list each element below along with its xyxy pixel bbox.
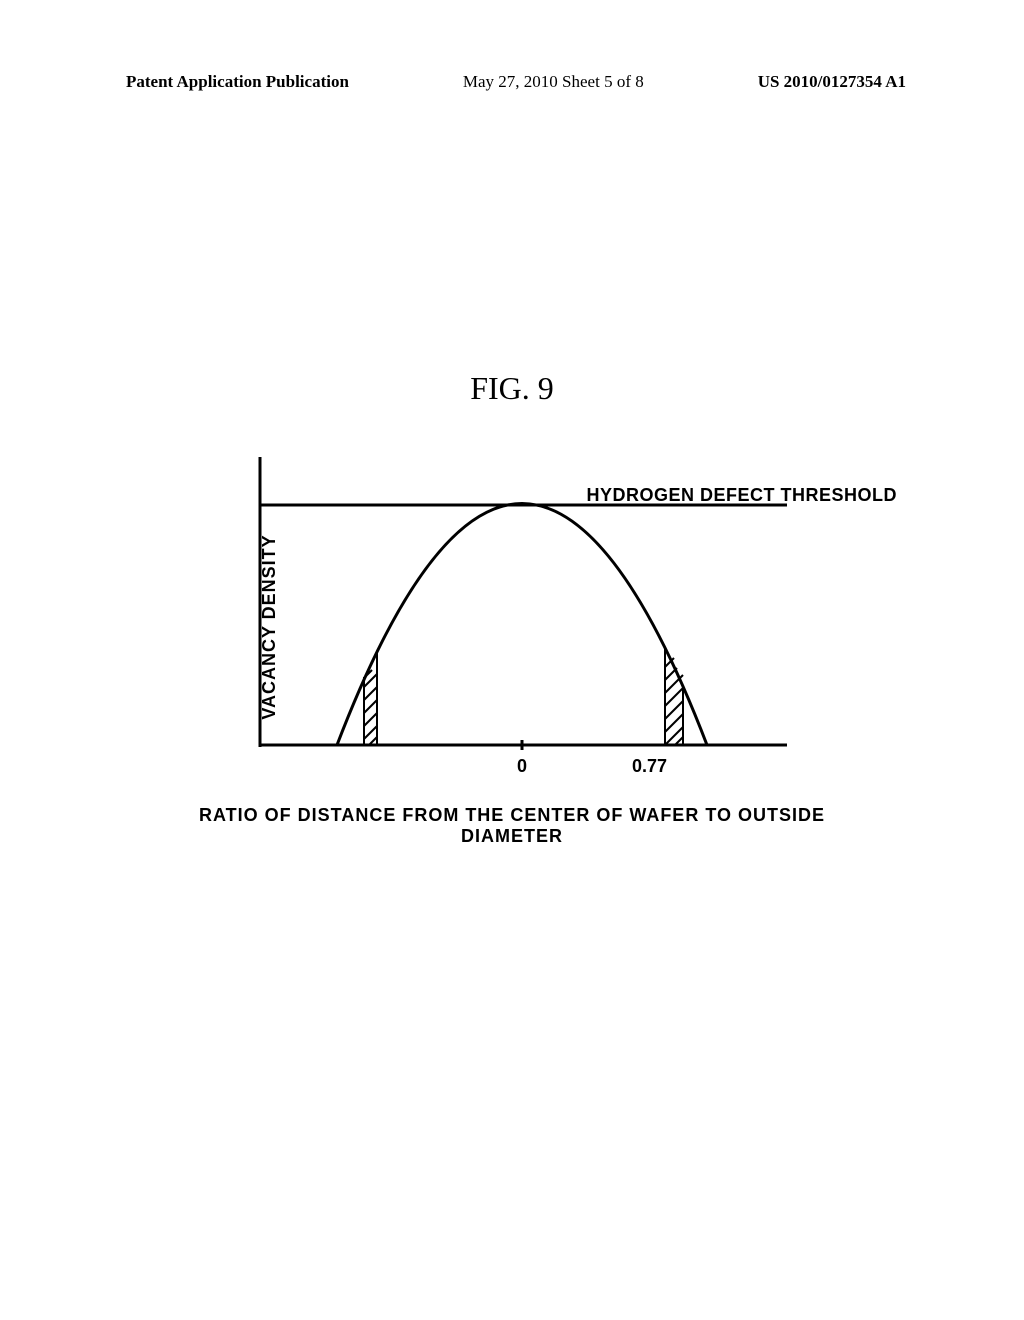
hatch-right-1 xyxy=(665,668,677,680)
x-axis-label: RATIO OF DISTANCE FROM THE CENTER OF WAF… xyxy=(147,805,877,847)
x-tick-label-point: 0.77 xyxy=(632,756,667,777)
vacancy-curve xyxy=(337,504,707,746)
chart-svg xyxy=(257,457,817,757)
header-date-sheet: May 27, 2010 Sheet 5 of 8 xyxy=(463,72,644,92)
figure-title: FIG. 9 xyxy=(0,370,1024,407)
page-header: Patent Application Publication May 27, 2… xyxy=(0,72,1024,92)
figure-container: FIG. 9 VACANCY DENSITY HYDROGEN DEFECT T… xyxy=(0,370,1024,797)
hatch-left-3 xyxy=(364,700,377,713)
hatch-left-2 xyxy=(364,687,377,700)
chart-area: VACANCY DENSITY HYDROGEN DEFECT THRESHOL… xyxy=(187,457,837,797)
hatch-left-4 xyxy=(364,713,377,726)
header-publication: Patent Application Publication xyxy=(126,72,349,92)
x-tick-label-center: 0 xyxy=(517,756,527,777)
header-patent-number: US 2010/0127354 A1 xyxy=(758,72,906,92)
hatch-left-5 xyxy=(364,726,377,739)
